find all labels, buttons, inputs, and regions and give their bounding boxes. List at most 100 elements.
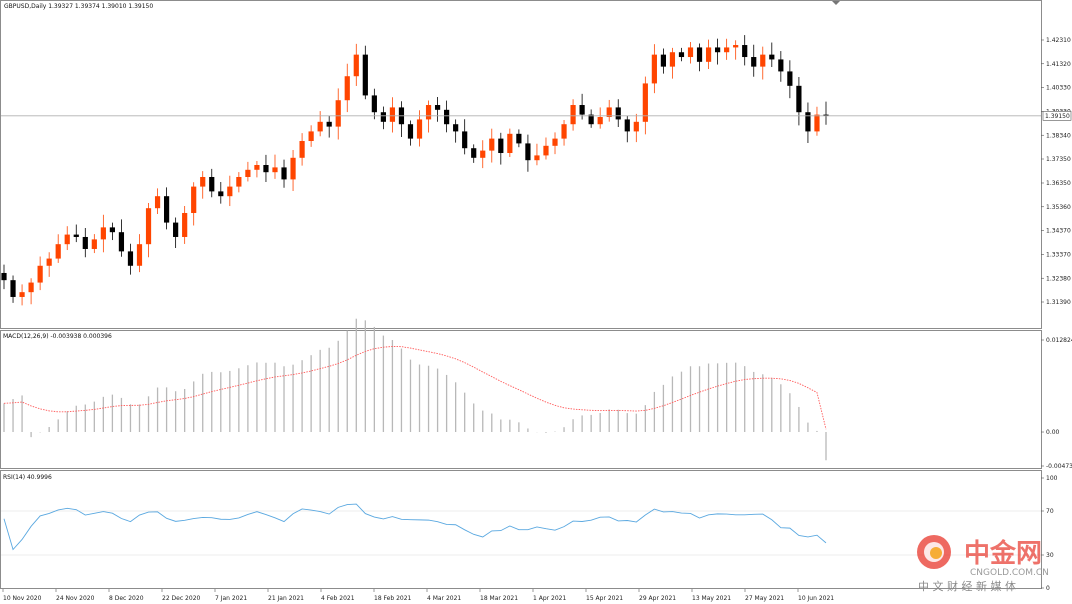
date-tick-label: 18 Mar 2021 [480, 595, 518, 602]
price-candle [182, 206, 188, 244]
price-candle [154, 188, 161, 215]
date-tick-label: 4 Mar 2021 [427, 595, 461, 602]
price-candle [136, 234, 143, 273]
rsi-tick-label: 100 [1046, 475, 1058, 482]
rsi-axis: 100 70 30 0 [1041, 475, 1058, 592]
price-candle [453, 119, 459, 143]
price-candle [579, 93, 585, 120]
price-candle [805, 102, 811, 143]
price-candle [498, 132, 504, 165]
price-candle [326, 115, 332, 138]
price-candle [516, 129, 522, 148]
price-candle [91, 234, 97, 254]
price-candle [218, 182, 224, 204]
price-candle [525, 134, 531, 172]
price-candle [100, 214, 106, 253]
macd-panel[interactable] [0, 330, 1042, 469]
price-candle [299, 133, 305, 166]
macd-title: MACD(12,26,9) -0.003938 0.000396 [3, 333, 112, 340]
price-candle [444, 100, 450, 133]
price-candle [588, 109, 594, 128]
price-candle [191, 182, 197, 226]
price-candle [651, 44, 657, 94]
price-candle [236, 172, 242, 193]
price-candle [543, 137, 549, 160]
price-candle [705, 39, 712, 70]
price-candle [19, 284, 25, 306]
price-candle [814, 106, 820, 136]
chart-shift-marker[interactable] [832, 1, 840, 5]
watermark-tagline: 中 文 财 经 新 媒 体 [918, 579, 1016, 593]
date-tick-label: 10 Jun 2021 [798, 595, 834, 602]
price-candle [606, 99, 612, 122]
macd-tick-label: 0.00 [1046, 429, 1060, 436]
price-candle [173, 217, 179, 248]
price-candle [823, 101, 829, 125]
price-candle [434, 97, 441, 122]
date-tick-label: 7 Jan 2021 [215, 595, 247, 602]
price-candle [760, 46, 766, 80]
date-tick-label: 13 May 2021 [692, 595, 731, 602]
price-candle [380, 106, 386, 130]
price-candle [28, 278, 34, 305]
price-candle [742, 35, 748, 66]
rsi-tick-label: 70 [1046, 508, 1054, 515]
price-candle [145, 202, 152, 258]
cngold-logo-icon [917, 535, 951, 569]
price-tick-label: 1.35360 [1046, 204, 1071, 211]
watermark-brand-cn: 中金网 [964, 538, 1042, 569]
price-candle [10, 275, 16, 303]
price-candle [353, 43, 359, 86]
price-tick-label: 1.42310 [1046, 37, 1071, 44]
date-axis: 10 Nov 2020 24 Nov 2020 8 Dec 2020 22 Dec 2… [2, 589, 834, 602]
price-candle [778, 51, 784, 82]
rsi-tick-label: 0 [1046, 585, 1050, 592]
price-candle [642, 76, 648, 135]
price-candle [55, 234, 61, 263]
price-candle [227, 175, 233, 207]
symbol-title: GBPUSD,Daily 1.39327 1.39374 1.39010 1.3… [4, 3, 153, 10]
price-candle [633, 113, 639, 143]
price-tick-label: 1.32380 [1046, 275, 1071, 282]
price-candle [64, 226, 70, 251]
price-candle [407, 120, 414, 146]
price-candle [109, 222, 115, 241]
price-candle [751, 44, 757, 77]
price-candle [471, 144, 477, 163]
price-candle [281, 159, 287, 188]
current-price-box [1042, 111, 1072, 121]
price-candle [317, 111, 323, 137]
price-candle [796, 76, 802, 126]
price-candle [733, 40, 739, 60]
date-tick-label: 8 Dec 2020 [109, 595, 144, 602]
price-candle [687, 42, 694, 64]
price-candle [163, 187, 170, 230]
current-price-label: 1.39150 [1045, 113, 1070, 120]
price-candle [597, 107, 603, 129]
price-candle [570, 99, 576, 131]
date-tick-label: 29 Apr 2021 [639, 595, 676, 602]
price-candle [552, 132, 558, 155]
price-candle [724, 38, 730, 60]
price-candle [534, 143, 540, 166]
date-tick-label: 21 Jan 2021 [268, 595, 304, 602]
price-tick-label: 1.33370 [1046, 252, 1071, 259]
price-candle [669, 47, 676, 79]
price-candle [118, 219, 125, 257]
price-tick-label: 1.38340 [1046, 132, 1071, 139]
price-candle [561, 119, 567, 146]
macd-histogram [3, 318, 827, 461]
price-candle [1, 264, 7, 290]
price-tick-label: 1.37350 [1046, 156, 1071, 163]
price-candle [769, 42, 775, 68]
macd-signal-line [3, 345, 827, 430]
price-candle [263, 154, 269, 183]
price-candle [308, 125, 314, 147]
rsi-title: RSI(14) 40.9996 [3, 474, 52, 481]
price-axis: 1.423101.413201.403301.393301.383401.373… [1041, 37, 1071, 306]
price-candle [209, 168, 215, 198]
price-panel[interactable] [0, 0, 1042, 329]
price-candle [787, 60, 793, 99]
price-candle [344, 63, 350, 113]
